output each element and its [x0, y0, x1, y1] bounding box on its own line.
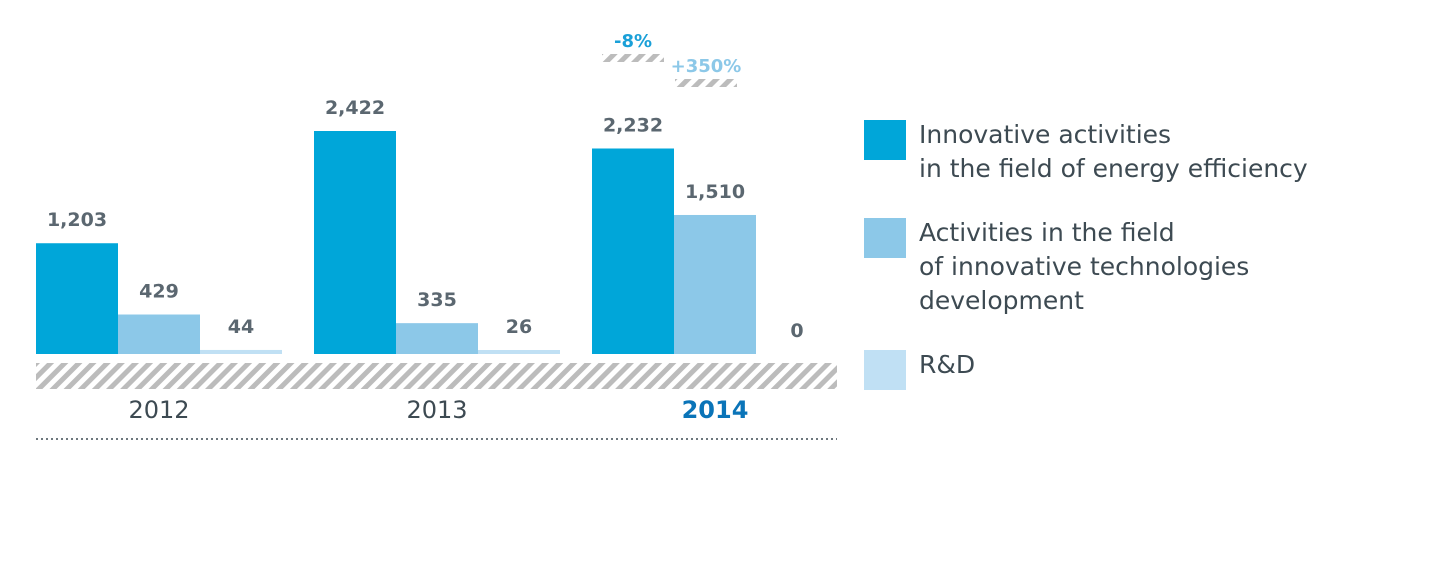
- legend-swatch-energy-efficiency: [864, 120, 906, 160]
- change-label-350: +350%: [671, 56, 742, 77]
- change-underline-8: [602, 54, 664, 62]
- value-label-2012-series-3: 44: [228, 316, 254, 338]
- value-label-2013-series-2: 335: [417, 289, 457, 311]
- bar-2014-series-2: [674, 214, 756, 354]
- bar-2013-series-1: [314, 131, 396, 354]
- legend-label-energy-efficiency: Innovative activities in the field of en…: [919, 120, 1308, 183]
- value-label-2013-series-3: 26: [506, 316, 532, 338]
- year-label-2012: 2012: [128, 396, 189, 424]
- value-label-2012-series-1: 1,203: [47, 209, 107, 231]
- legend-item-rnd: R&D: [864, 348, 1424, 390]
- legend-item-energy-efficiency: Innovative activities in the field of en…: [864, 118, 1424, 186]
- bar-2012-series-1: [36, 243, 118, 354]
- legend-item-innovative-technologies: Activities in the field of innovative te…: [864, 216, 1424, 318]
- value-label-2013-series-1: 2,422: [325, 97, 385, 119]
- value-label-2012-series-2: 429: [139, 281, 179, 303]
- change-label-8: -8%: [614, 31, 652, 52]
- change-underline-350: [675, 79, 737, 87]
- baseline-hatch: [36, 363, 837, 389]
- legend-swatch-innovative-technologies: [864, 218, 906, 258]
- value-label-2014-series-2: 1,510: [685, 181, 745, 203]
- value-label-2014-series-3: 0: [790, 320, 803, 342]
- bar-2014-series-1: [592, 148, 674, 354]
- bar-2012-series-3: [200, 349, 282, 354]
- bar-2013-series-3: [478, 350, 560, 354]
- year-label-2013: 2013: [406, 396, 467, 424]
- value-label-2014-series-1: 2,232: [603, 114, 663, 136]
- legend: Innovative activities in the field of en…: [864, 118, 1424, 412]
- legend-label-rnd: R&D: [919, 350, 976, 379]
- bar-2012-series-2: [118, 314, 200, 354]
- year-label-2014: 2014: [682, 396, 749, 424]
- bar-chart: 1,203 429 44 2,422 335 26 2,232 1,510 0 2012 2013…: [36, 31, 837, 440]
- legend-swatch-rnd: [864, 350, 906, 390]
- legend-label-innovative-technologies: Activities in the field of innovative te…: [919, 218, 1250, 315]
- bar-2013-series-2: [396, 323, 478, 354]
